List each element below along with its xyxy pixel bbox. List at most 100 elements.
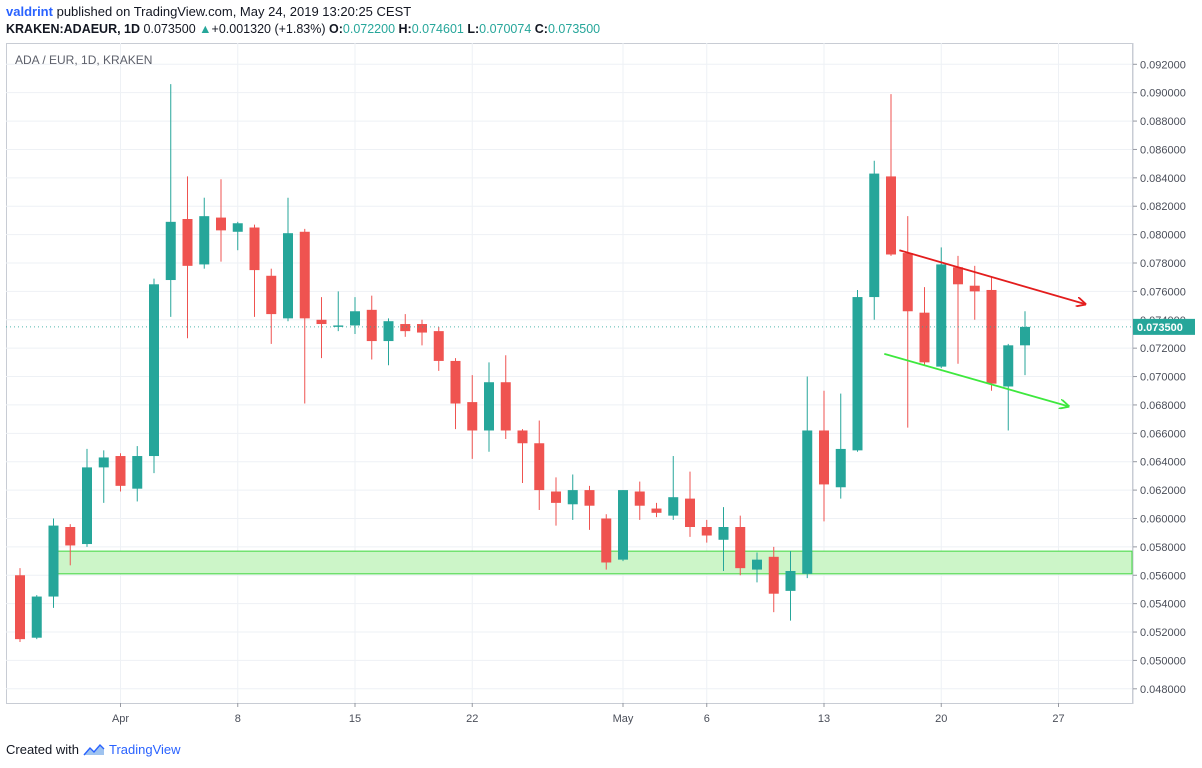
plot-border bbox=[6, 43, 1133, 704]
open-value: 0.072200 bbox=[342, 22, 396, 36]
candle-body bbox=[417, 324, 427, 333]
candle-body bbox=[249, 227, 260, 271]
candle bbox=[919, 287, 930, 366]
candle-body bbox=[768, 556, 779, 594]
candle-body bbox=[701, 527, 712, 536]
candle bbox=[182, 176, 193, 339]
price-tick-label: 0.072000 bbox=[1140, 343, 1186, 355]
candle-body bbox=[366, 309, 377, 342]
candle bbox=[433, 326, 444, 371]
price-tick-label: 0.052000 bbox=[1140, 627, 1186, 639]
author-name[interactable]: valdrint bbox=[6, 4, 53, 19]
candle bbox=[651, 502, 662, 518]
candle bbox=[165, 84, 176, 317]
last-price-marker: 0.073500 bbox=[6, 318, 1195, 335]
candle-body bbox=[216, 217, 226, 231]
candle-body bbox=[1003, 345, 1014, 387]
price-tick-label: 0.090000 bbox=[1140, 88, 1186, 100]
candle bbox=[232, 221, 243, 251]
candle-body bbox=[534, 443, 545, 491]
candle bbox=[484, 362, 494, 452]
candle-body bbox=[350, 311, 360, 326]
price-change: +0.001320 (+1.83%) bbox=[211, 22, 326, 36]
price-tick-label: 0.086000 bbox=[1140, 144, 1186, 156]
created-with-label: Created with bbox=[6, 742, 79, 757]
candle bbox=[65, 524, 76, 566]
price-tick-label: 0.058000 bbox=[1140, 542, 1186, 554]
candle bbox=[986, 277, 997, 391]
symbol-label: KRAKEN:ADAEUR, 1D bbox=[6, 22, 141, 36]
time-tick-label: 13 bbox=[818, 713, 830, 725]
candle-body bbox=[31, 596, 42, 638]
candle bbox=[718, 507, 729, 571]
candle bbox=[969, 265, 980, 320]
last-price-badge bbox=[1133, 318, 1195, 335]
candle-body bbox=[886, 176, 896, 255]
time-axis[interactable]: Apr 8 15 22 May 6 13 20 27 bbox=[112, 703, 1065, 725]
chart-title: ADA / EUR, 1D, KRAKEN bbox=[15, 53, 152, 67]
candle bbox=[785, 551, 796, 621]
candle bbox=[601, 514, 612, 570]
tradingview-logo-icon bbox=[83, 743, 105, 755]
candle-body bbox=[634, 491, 645, 506]
candle-body bbox=[65, 527, 76, 546]
candle-body bbox=[651, 508, 662, 513]
low-value: 0.070074 bbox=[479, 22, 532, 36]
candle-body bbox=[82, 467, 92, 545]
candle-body bbox=[584, 490, 595, 506]
chart-frame[interactable]: ADA / EUR, 1D, KRAKEN 0.048000 0.050000 0.… bbox=[6, 43, 1196, 743]
candle bbox=[283, 197, 293, 322]
candle bbox=[534, 420, 545, 510]
candles bbox=[15, 84, 1030, 642]
candle-body bbox=[718, 527, 729, 540]
candle bbox=[500, 355, 511, 439]
candle-body bbox=[500, 382, 511, 431]
price-tick-label: 0.056000 bbox=[1140, 570, 1186, 582]
candle bbox=[852, 289, 863, 452]
candle-body bbox=[98, 457, 109, 468]
candle bbox=[752, 552, 762, 583]
candle bbox=[936, 247, 947, 369]
candle bbox=[835, 393, 846, 499]
price-tick-label: 0.060000 bbox=[1140, 513, 1186, 525]
candle-body bbox=[953, 267, 963, 285]
publish-line: valdrint published on TradingView.com, M… bbox=[6, 4, 411, 19]
candle bbox=[902, 216, 913, 428]
footer: Created with TradingView bbox=[6, 742, 181, 757]
candle-body bbox=[835, 448, 846, 488]
candlestick-chart[interactable]: ADA / EUR, 1D, KRAKEN 0.0480000.0500000.… bbox=[6, 43, 1196, 743]
candle bbox=[869, 160, 880, 320]
time-tick-label: 22 bbox=[466, 713, 478, 725]
green-trendline bbox=[884, 352, 1068, 407]
time-tick-label: 8 bbox=[235, 713, 241, 725]
candle bbox=[199, 197, 210, 269]
candle bbox=[819, 390, 829, 522]
tradingview-brand[interactable]: TradingView bbox=[108, 742, 181, 757]
candle bbox=[216, 179, 226, 262]
candle bbox=[685, 471, 695, 537]
candle bbox=[618, 490, 628, 562]
candle bbox=[249, 224, 260, 317]
candle bbox=[953, 255, 963, 364]
candle-body bbox=[601, 518, 612, 563]
price-tick-label: 0.080000 bbox=[1140, 230, 1186, 242]
price-tick-label: 0.078000 bbox=[1140, 258, 1186, 270]
time-tick-label: May bbox=[613, 713, 634, 725]
candle-body bbox=[869, 173, 880, 298]
candle-body bbox=[182, 219, 193, 266]
grid-lines bbox=[6, 43, 1132, 703]
candle-body bbox=[383, 321, 394, 342]
price-axis[interactable]: 0.048000 0.050000 0.052000 0.054000 0.056000… bbox=[1133, 59, 1186, 696]
candle bbox=[48, 518, 59, 608]
price-tick-label: 0.070000 bbox=[1140, 372, 1186, 384]
candle bbox=[82, 448, 92, 547]
candle-body bbox=[484, 382, 494, 431]
candle bbox=[735, 515, 746, 576]
candle bbox=[768, 546, 779, 613]
price-tick-label: 0.054000 bbox=[1140, 599, 1186, 611]
candle bbox=[15, 568, 25, 642]
candle bbox=[299, 228, 310, 404]
candle-body bbox=[333, 325, 344, 327]
candle-body bbox=[969, 285, 980, 292]
time-tick-label: 15 bbox=[349, 713, 361, 725]
